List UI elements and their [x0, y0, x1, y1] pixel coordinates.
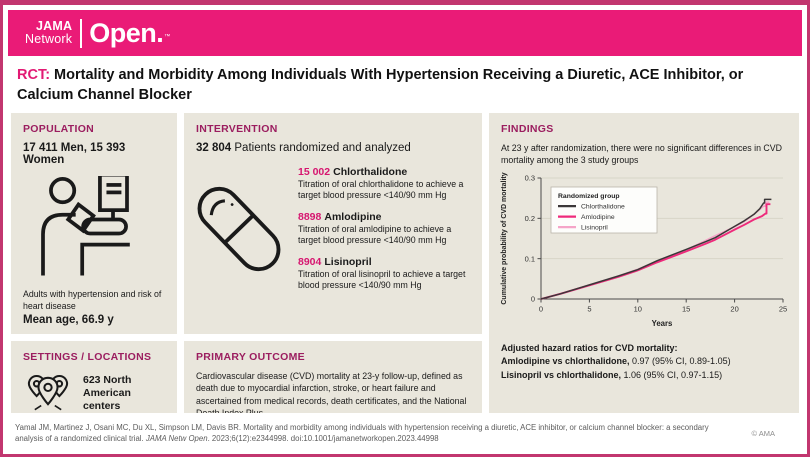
intervention-heading: INTERVENTION: [196, 123, 278, 135]
svg-text:Years: Years: [652, 319, 673, 328]
svg-text:20: 20: [730, 304, 738, 313]
svg-text:Randomized group: Randomized group: [558, 193, 620, 200]
jama-network-open-logo: JAMA Network Open.™: [25, 17, 170, 48]
logo-jama-text: JAMA: [36, 19, 73, 34]
svg-text:15: 15: [682, 304, 690, 313]
map-pins-icon: [23, 370, 73, 413]
arm-chlorthalidone: 15 002 Chlorthalidone Titration of oral c…: [298, 166, 470, 202]
svg-text:0: 0: [539, 304, 543, 313]
title-text: Mortality and Morbidity Among Individual…: [17, 67, 744, 103]
study-type-tag: RCT:: [17, 67, 51, 83]
intervention-arms: 15 002 Chlorthalidone Titration of oral c…: [298, 166, 470, 301]
findings-panel: FINDINGS At 23 y after randomization, th…: [489, 113, 799, 413]
settings-text: 623 North American centers: [83, 373, 132, 413]
arm-lisinopril-n: 8904: [298, 255, 322, 268]
findings-heading: FINDINGS: [501, 123, 554, 135]
svg-text:0.1: 0.1: [525, 254, 535, 263]
cvd-mortality-chart-svg: 0 5 10 15 20 25 0 0.1 0.2 0.3 Years Cumulative prob…: [501, 172, 787, 328]
arm-amlodipine: 8898 Amlodipine Titration of oral amlodip…: [298, 211, 470, 247]
jama-network-wordmark: JAMA Network: [25, 20, 72, 46]
arm-chlorthalidone-n: 15 002: [298, 166, 331, 178]
arm-amlodipine-name: Amlodipine: [324, 210, 382, 223]
arm-lisinopril-name: Lisinopril: [324, 255, 372, 268]
hazard-ratio-amlodipine: Amlodipine vs chlorthalidone, 0.97 (95% …: [501, 356, 731, 367]
svg-text:0.2: 0.2: [525, 214, 535, 223]
pill-capsule-icon: [196, 166, 282, 301]
arm-lisinopril: 8904 Lisinopril Titration of oral lisinop…: [298, 256, 470, 292]
population-count: 17 411 Men, 15 393 Women: [23, 142, 126, 166]
citation: Yamal JM, Martinez J, Osani MC, Du XL, S…: [15, 423, 709, 444]
settings-heading: SETTINGS / LOCATIONS: [23, 351, 152, 363]
arm-amlodipine-description: Titration of oral amlodipine to achieve …: [298, 223, 452, 246]
logo-network-text: Network: [25, 32, 73, 46]
arm-amlodipine-n: 8898: [298, 210, 322, 223]
svg-text:0.3: 0.3: [525, 173, 535, 182]
population-heading: POPULATION: [23, 123, 95, 135]
trademark-symbol: ™: [164, 33, 170, 40]
intervention-panel: INTERVENTION 32 804 Patients randomized …: [184, 113, 482, 334]
svg-text:Lisinopril: Lisinopril: [581, 224, 608, 231]
intervention-count-label: Patients randomized and analyzed: [231, 142, 411, 154]
panels-grid: POPULATION 17 411 Men, 15 393 Women Adul…: [11, 113, 799, 413]
logo-divider: [80, 18, 83, 48]
arm-chlorthalidone-name: Chlorthalidone: [333, 166, 408, 178]
svg-text:5: 5: [587, 304, 591, 313]
page-title: RCT: Mortality and Morbidity Among Indivi…: [3, 56, 807, 111]
arm-lisinopril-description: Titration of oral lisinopril to achieve …: [298, 268, 466, 291]
svg-text:0: 0: [531, 294, 535, 303]
arm-chlorthalidone-description: Titration of oral chlorthalidone to achi…: [298, 179, 464, 201]
journal-name: JAMA Netw Open: [145, 434, 208, 444]
svg-text:25: 25: [779, 304, 787, 313]
header-band: JAMA Network Open.™: [8, 10, 802, 56]
primary-outcome-text: Cardiovascular disease (CVD) mortality a…: [196, 371, 467, 413]
primary-outcome-panel: PRIMARY OUTCOME Cardiovascular disease (…: [184, 341, 482, 413]
hazard-ratios-title: Adjusted hazard ratios for CVD mortality…: [501, 342, 678, 353]
population-description: Adults with hypertension and risk of hea…: [23, 289, 162, 311]
logo-open-text: Open.™: [89, 17, 170, 48]
svg-text:Chlorthalidone: Chlorthalidone: [581, 203, 625, 210]
settings-locations-panel: SETTINGS / LOCATIONS 623 North American …: [11, 341, 177, 413]
primary-outcome-heading: PRIMARY OUTCOME: [196, 351, 305, 363]
hazard-ratio-lisinopril: Lisinopril vs chlorthalidone, 1.06 (95% …: [501, 369, 723, 380]
patient-blood-pressure-icon: [29, 172, 165, 281]
findings-summary: At 23 y after randomization, there were …: [501, 143, 782, 166]
svg-text:Amlodipine: Amlodipine: [581, 214, 615, 221]
svg-text:10: 10: [634, 304, 642, 313]
population-mean-age: Mean age, 66.9 y: [23, 314, 114, 327]
svg-text:Cumulative probability of CVD: Cumulative probability of CVD mortality: [501, 172, 508, 304]
population-panel: POPULATION 17 411 Men, 15 393 Women Adul…: [11, 113, 177, 334]
footer: Yamal JM, Martinez J, Osani MC, Du XL, S…: [3, 413, 807, 445]
copyright: © AMA: [751, 428, 775, 438]
intervention-count: 32 804: [196, 142, 232, 154]
intervention-count-line: 32 804 Patients randomized and analyzed: [196, 142, 470, 154]
hazard-ratios: Adjusted hazard ratios for CVD mortality…: [501, 342, 791, 383]
cvd-mortality-chart: 0 5 10 15 20 25 0 0.1 0.2 0.3 Years Cumulative prob…: [497, 171, 791, 336]
